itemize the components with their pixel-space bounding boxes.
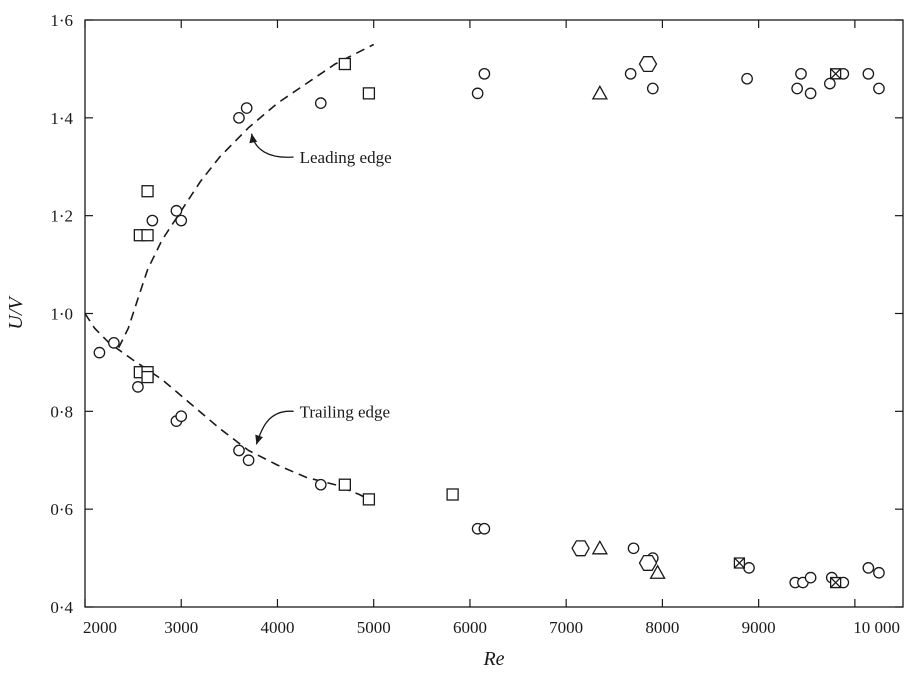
x-tick-label: 5000	[357, 618, 391, 637]
y-tick-label: 0·8	[50, 402, 73, 421]
data-point-circle	[791, 82, 803, 95]
y-tick-label: 1·6	[50, 11, 73, 30]
x-tick-label: 8000	[645, 618, 679, 637]
y-tick-label: 1·0	[50, 305, 73, 324]
data-point-hexagon	[638, 56, 658, 73]
x-tick-label: 3000	[164, 618, 198, 637]
data-point-circle	[242, 454, 255, 467]
data-point-circle	[146, 214, 159, 227]
y-tick-label: 1·4	[50, 109, 73, 128]
y-tick-label: 0·4	[50, 598, 73, 617]
data-point-circle	[646, 82, 659, 95]
data-point-square	[141, 370, 154, 384]
leading-edge-arrowhead	[249, 133, 258, 144]
data-point-circle	[175, 214, 188, 227]
data-point-circle	[175, 410, 188, 423]
data-point-circle	[314, 97, 327, 110]
data-point-circle	[471, 87, 484, 100]
data-point-circle	[314, 478, 327, 491]
data-point-circle	[240, 102, 253, 114]
x-tick-label: 4000	[260, 618, 294, 637]
data-point-circle	[804, 571, 817, 584]
data-point-circle	[233, 111, 245, 124]
data-point-circle	[132, 381, 144, 393]
data-point-square	[141, 229, 154, 242]
data-point-square	[446, 488, 459, 501]
data-point-circle	[873, 82, 885, 95]
data-point-hexagon	[638, 554, 658, 571]
plot-frame	[84, 19, 904, 608]
data-point-circle	[627, 542, 640, 555]
data-point-square-cross	[829, 576, 842, 589]
data-point-circle	[862, 562, 875, 574]
x-tick-label: 9000	[742, 618, 776, 637]
trailing-edge-arrowhead	[255, 434, 263, 445]
x-axis-title: Re	[482, 648, 504, 670]
y-tick-label: 1·2	[50, 207, 73, 226]
data-point-circle	[624, 67, 637, 80]
leading-edge-curve	[117, 43, 375, 349]
y-axis-title: U/V	[5, 295, 27, 330]
data-point-circle	[873, 566, 885, 579]
data-point-hexagon	[571, 540, 590, 557]
data-point-circle	[478, 67, 491, 80]
data-point-circle	[862, 67, 875, 80]
data-point-circle	[233, 444, 245, 457]
data-point-triangle	[649, 564, 666, 579]
data-point-square	[338, 57, 351, 71]
data-point-circle	[108, 336, 120, 349]
data-point-square-cross	[733, 557, 746, 569]
data-point-square	[362, 87, 376, 100]
data-point-triangle	[591, 539, 608, 555]
data-point-circle	[170, 204, 183, 217]
x-tick-label: 7000	[549, 618, 583, 637]
data-point-circle	[93, 346, 106, 359]
data-point-square	[362, 493, 376, 506]
data-point-circle	[741, 72, 753, 85]
data-point-circle	[824, 77, 836, 90]
data-point-triangle	[591, 85, 608, 100]
trailing-edge-arrow	[255, 410, 294, 445]
trailing-edge-label: Trailing edge	[300, 402, 391, 421]
x-tick-label: 10 000	[853, 618, 900, 637]
data-point-square	[141, 185, 154, 198]
data-point-circle	[743, 562, 755, 574]
leading-edge-arrow	[250, 133, 294, 158]
x-tick-label: 2000	[83, 618, 117, 637]
leading-edge-label: Leading edge	[300, 148, 392, 167]
y-tick-label: 0·6	[50, 500, 73, 519]
data-point-circle	[478, 522, 491, 535]
data-point-square	[338, 478, 351, 491]
data-point-circle	[804, 87, 817, 100]
data-point-circle	[795, 67, 807, 80]
x-tick-label: 6000	[453, 618, 487, 637]
data-point-square-cross	[829, 68, 842, 80]
